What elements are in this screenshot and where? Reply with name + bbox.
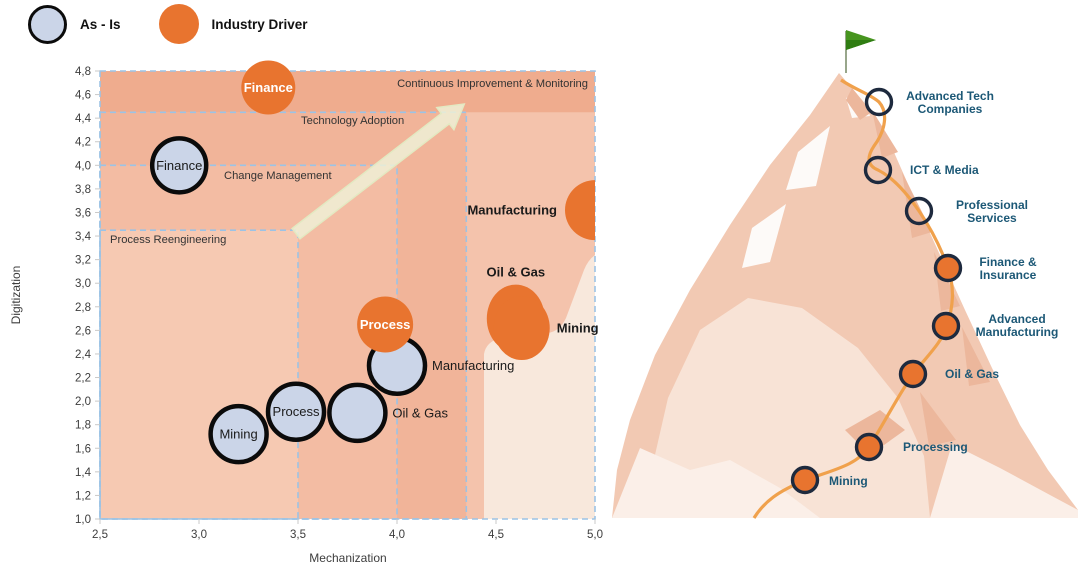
x-tick-label: 4,5 <box>488 529 504 541</box>
x-tick-label: 3,0 <box>191 529 207 541</box>
y-tick-label: 2,8 <box>75 302 91 314</box>
y-tick-label: 3,8 <box>75 184 91 196</box>
as-is-swatch-icon <box>28 4 67 44</box>
maturity-mountain: Advanced Tech Companies ICT & Media Profess… <box>612 30 1078 519</box>
bubble-driver-finance <box>241 60 296 115</box>
legend-item-industry-driver: Industry Driver <box>158 4 308 44</box>
milestone-label-processing: Processing <box>903 440 968 454</box>
bubble-label-mining: Mining <box>219 427 257 442</box>
y-tick-label: 4,4 <box>75 113 92 125</box>
milestone-label-ict-media: ICT & Media <box>910 163 979 177</box>
y-tick-label: 4,2 <box>75 137 91 149</box>
x-axis-title: Mechanization <box>309 551 386 565</box>
bubble-driver-group-mining <box>493 296 550 361</box>
y-tick-label: 4,0 <box>75 160 91 172</box>
legend: As - Is Industry Driver <box>28 4 308 44</box>
y-tick-label: 3,4 <box>75 231 92 243</box>
x-tick-label: 2,5 <box>92 529 108 541</box>
milestone-circle-advanced-manufacturing <box>931 311 961 341</box>
ridge-shade-patch <box>846 88 872 120</box>
milestone-circle-finance-insurance <box>933 253 963 283</box>
y-tick-label: 2,4 <box>75 349 92 361</box>
zone-label-process-reengineering: Process Reengineering <box>110 234 226 246</box>
snow-patch <box>786 126 830 190</box>
bubble-label-mining: Mining <box>557 321 599 336</box>
milestone-circle-ict-media <box>863 155 893 185</box>
y-tick-label: 2,0 <box>75 396 91 408</box>
bubble-label-manufacturing: Manufacturing <box>467 203 557 218</box>
summit-flag-shade <box>846 40 876 50</box>
bubble-label-finance: Finance <box>244 80 293 95</box>
bubble-label-process: Process <box>273 404 320 419</box>
bubble-driver-manufacturing <box>565 180 595 241</box>
milestone-label-professional-services: Professional Services <box>956 198 1028 225</box>
milestone-label-finance-insurance: Finance & Insurance <box>979 255 1037 282</box>
y-tick-label: 1,8 <box>75 420 91 432</box>
bubble-as-is-mining <box>208 403 269 465</box>
bubble-driver-group-manufacturing <box>565 180 595 241</box>
y-tick-label: 3,0 <box>75 278 91 290</box>
improvement-arrow-icon <box>291 103 466 240</box>
zone-label-continuous-improvement-monitoring: Continuous Improvement & Monitoring <box>397 78 588 90</box>
y-tick-label: 3,2 <box>75 255 91 267</box>
bubble-as-is-process <box>265 381 327 442</box>
bubble-driver-mining <box>493 296 550 361</box>
legend-item-as-is: As - Is <box>28 4 121 44</box>
bubble-label-process: Process <box>360 317 411 332</box>
legend-label-as-is: As - Is <box>80 16 121 32</box>
x-tick-label: 3,5 <box>290 529 306 541</box>
milestone-circle-advanced-tech-companies <box>864 87 894 117</box>
mountain-foothill-right <box>930 444 1078 518</box>
ridge-shade-patch <box>962 327 990 386</box>
milestone-label-mining: Mining <box>829 474 868 488</box>
bubble-label-manufacturing: Manufacturing <box>432 358 514 373</box>
bubble-label-finance: Finance <box>156 158 202 173</box>
bubble-driver-group-finance <box>241 60 296 115</box>
zone-label-change-management: Change Management <box>224 170 332 182</box>
mountain-wash-overlap <box>484 255 595 519</box>
ridge-shade-patch <box>872 110 898 158</box>
industry-driver-swatch-icon <box>158 4 199 44</box>
zone-label-technology-adoption: Technology Adoption <box>301 115 404 127</box>
y-tick-label: 2,6 <box>75 325 91 337</box>
y-tick-label: 4,8 <box>75 66 91 78</box>
bubble-driver-group-process <box>357 296 414 353</box>
bubble-as-is-finance <box>149 136 209 195</box>
bubble-driver-process <box>357 296 414 353</box>
milestone-circle-oil-gas <box>898 359 928 389</box>
milestone-circle-processing <box>854 432 884 462</box>
bubble-label-oil-gas: Oil & Gas <box>487 265 546 280</box>
y-tick-label: 1,6 <box>75 443 91 455</box>
milestone-label-advanced-tech-companies: Advanced Tech Companies <box>906 89 994 116</box>
legend-label-industry-driver: Industry Driver <box>211 16 308 32</box>
y-tick-label: 2,2 <box>75 373 91 385</box>
zone-fill-continuous-improvement-band <box>100 71 595 113</box>
maturity-bubble-chart: 1,0 1,2 1,4 1,6 1,8 2,0 2,2 2,4 2,6 2,8 3,0 3,2 3,4 3… <box>9 60 603 565</box>
x-tick-label: 4,0 <box>389 529 405 541</box>
y-tick-label: 4,6 <box>75 90 91 102</box>
y-axis-title: Digitization <box>9 266 23 325</box>
milestone-label-oil-gas: Oil & Gas <box>945 367 999 381</box>
zone-fill-process-reengineering <box>100 230 298 519</box>
y-tick-label: 1,2 <box>75 490 91 502</box>
snow-patch <box>742 204 786 268</box>
milestone-label-advanced-manufacturing: Advanced Manufacturing <box>976 312 1059 339</box>
ridge-shade-patch <box>920 392 956 446</box>
y-tick-label: 1,4 <box>75 467 92 479</box>
y-tick-label: 3,6 <box>75 207 91 219</box>
x-tick-label: 5,0 <box>587 529 603 541</box>
milestone-circle-professional-services <box>904 196 934 226</box>
bubble-as-is-oil-gas <box>327 382 388 444</box>
bubble-label-oil-gas: Oil & Gas <box>392 405 448 420</box>
milestone-circle-mining <box>790 465 820 495</box>
y-tick-label: 1,0 <box>75 514 91 526</box>
